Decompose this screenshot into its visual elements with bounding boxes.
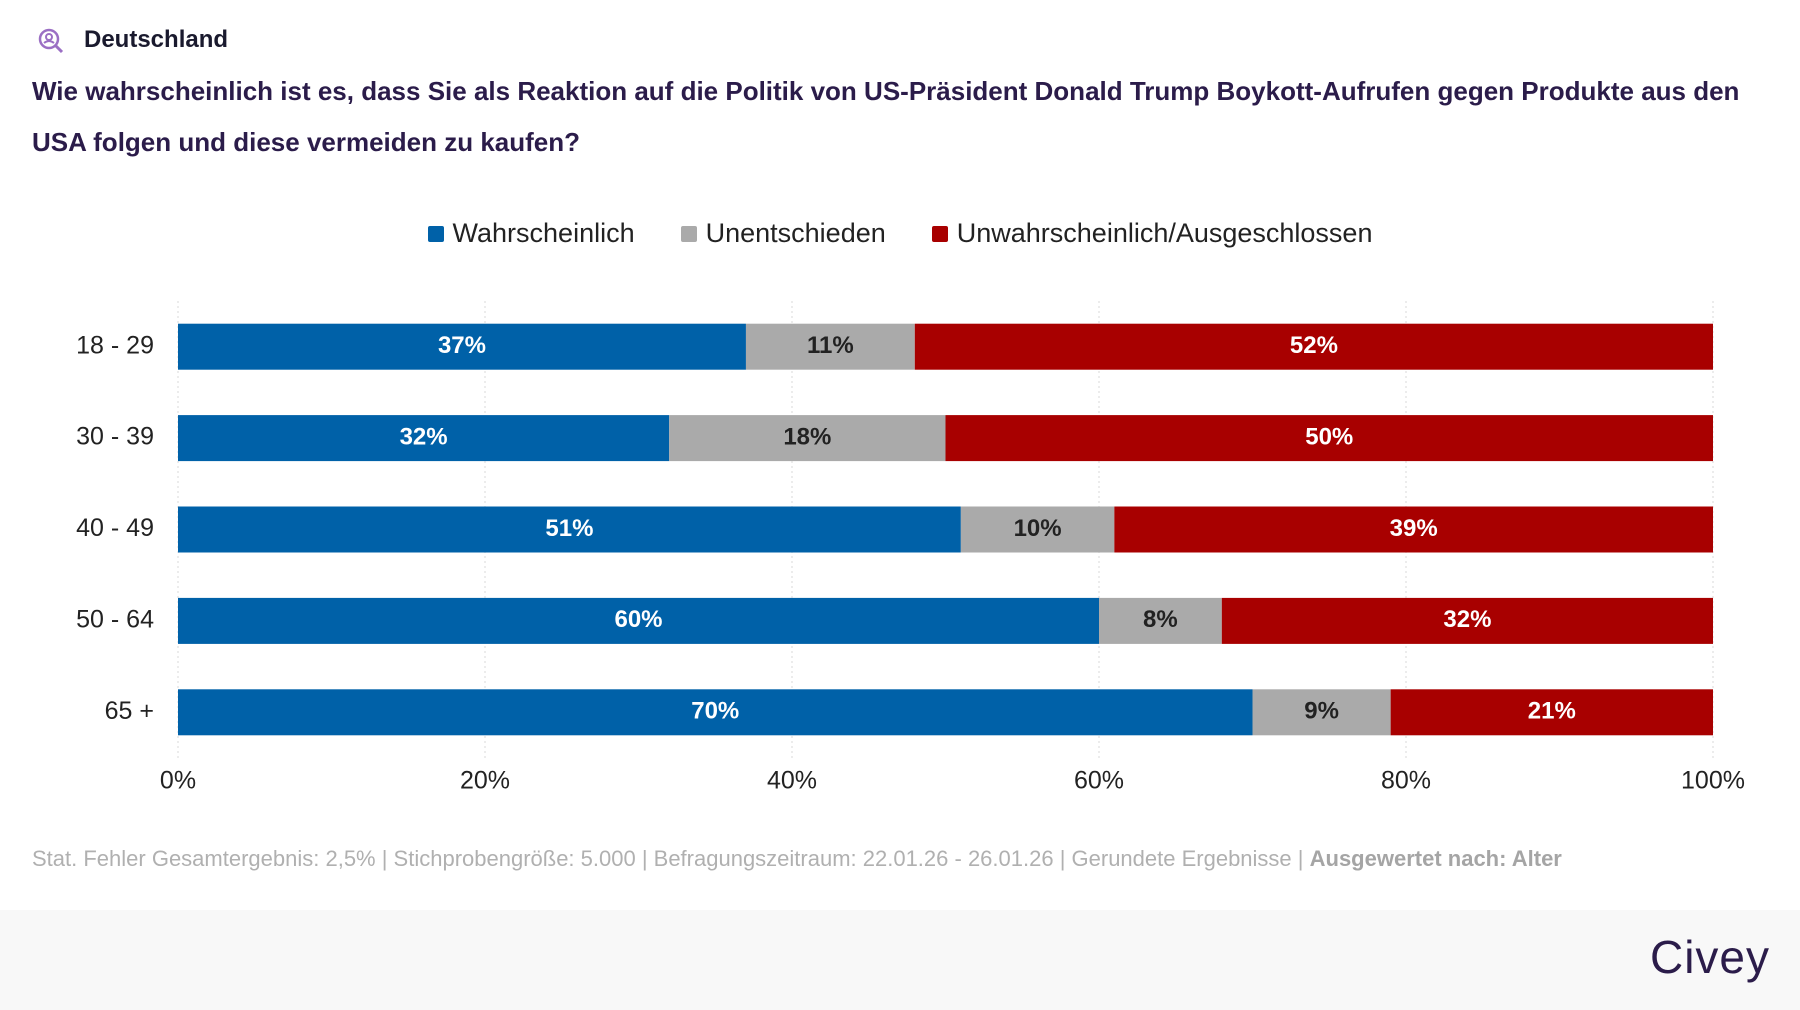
x-tick-label: 40%	[767, 767, 817, 795]
legend-swatch	[427, 225, 444, 242]
value-label: 11%	[807, 332, 854, 359]
value-label: 32%	[400, 423, 448, 450]
bar-segment	[178, 597, 1099, 644]
value-label: 18%	[783, 423, 831, 450]
bar-segment	[1221, 597, 1713, 644]
bar-segment	[669, 415, 946, 462]
value-label: 9%	[1304, 698, 1339, 725]
y-tick-label: 18 - 29	[76, 331, 154, 359]
legend-label: Wahrscheinlich	[452, 218, 635, 248]
value-label: 10%	[1014, 515, 1062, 542]
value-label: 8%	[1143, 606, 1178, 633]
bar-segment	[914, 323, 1713, 370]
legend-swatch	[680, 225, 697, 242]
value-label: 37%	[438, 332, 486, 359]
legend-swatch	[931, 225, 948, 242]
y-tick-label: 50 - 64	[76, 606, 154, 634]
bar-segment	[745, 323, 915, 370]
footer: Stat. Fehler Gesamtergebnis: 2,5% | Stic…	[32, 846, 1562, 872]
legend-label: Unentschieden	[705, 218, 886, 248]
bar-segment	[1390, 689, 1713, 736]
bar-segment	[1114, 506, 1713, 553]
x-tick-label: 0%	[160, 767, 196, 795]
footer-band	[0, 910, 1800, 1010]
value-label: 51%	[545, 515, 593, 542]
bar-segment	[945, 415, 1713, 462]
bar-segment	[1099, 597, 1222, 644]
value-label: 70%	[691, 698, 739, 725]
bar-segment	[178, 506, 961, 553]
legend: Wahrscheinlich Unentschieden Unwahrscheinl…	[0, 218, 1800, 249]
x-tick-label: 60%	[1074, 767, 1124, 795]
bar-segment	[960, 506, 1115, 553]
bar-segment	[1252, 689, 1391, 736]
value-label: 39%	[1390, 515, 1438, 542]
value-label: 21%	[1528, 698, 1576, 725]
value-label: 60%	[614, 606, 662, 633]
bar-segment	[178, 323, 746, 370]
footer-grouping: Ausgewertet nach: Alter	[1309, 846, 1562, 871]
value-label: 52%	[1290, 332, 1338, 359]
bar-segment	[178, 689, 1253, 736]
brand: Civey	[1649, 931, 1770, 983]
region-icon	[38, 28, 64, 54]
region: Deutschland	[84, 26, 229, 53]
chart: 0% 20% 40% 60% 80% 100% 18 - 29 37% 11% 52% 30 - 3…	[76, 301, 1745, 795]
x-tick-label: 100%	[1681, 767, 1745, 795]
x-tick-label: 80%	[1381, 767, 1431, 795]
y-tick-label: 30 - 39	[76, 423, 154, 451]
legend-label: Unwahrscheinlich/Ausgeschlossen	[956, 218, 1373, 248]
legend-item: Unwahrscheinlich/Ausgeschlossen	[931, 218, 1373, 249]
chart-title: Wie wahrscheinlich ist es, dass Sie als …	[32, 76, 1740, 157]
legend-item: Wahrscheinlich	[427, 218, 635, 249]
legend-item: Unentschieden	[680, 218, 886, 249]
value-label: 50%	[1305, 423, 1353, 450]
bar-segment	[178, 415, 670, 462]
value-label: 32%	[1443, 606, 1491, 633]
footer-note: Stat. Fehler Gesamtergebnis: 2,5% | Stic…	[32, 846, 1304, 871]
y-tick-label: 40 - 49	[76, 514, 154, 542]
x-tick-label: 20%	[460, 767, 510, 795]
y-tick-label: 65 +	[105, 697, 154, 725]
